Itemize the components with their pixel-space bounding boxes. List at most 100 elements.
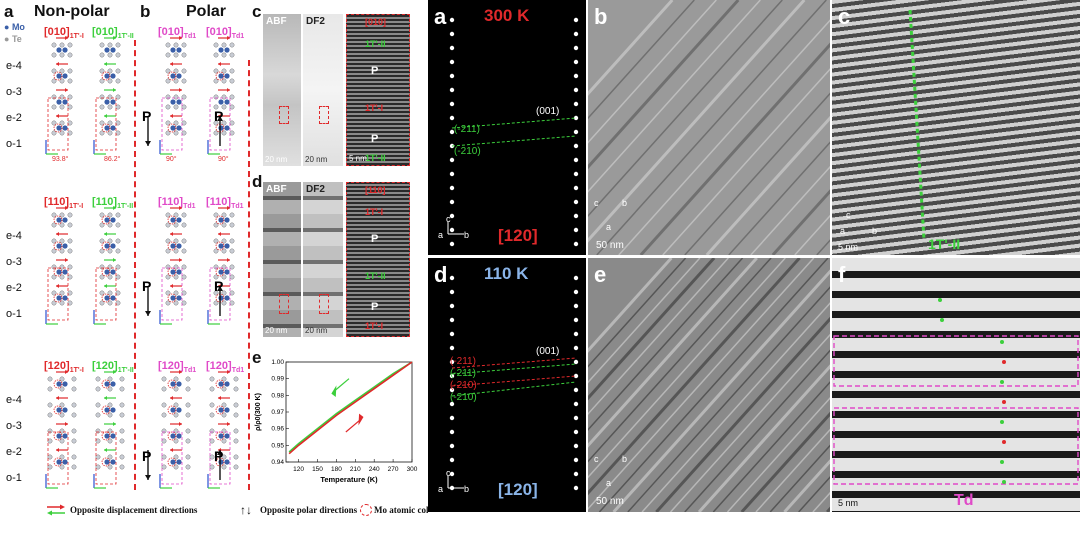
polar-p-label: P <box>142 448 152 464</box>
direction-phase: 1T'-I <box>69 33 84 41</box>
displacement-arrows-icon <box>46 503 66 517</box>
te-atom <box>209 464 215 470</box>
diffraction-spot <box>449 59 455 65</box>
hr-overlay-label: 1T'-I <box>365 103 384 113</box>
mo-atom <box>218 407 224 413</box>
te-atom <box>165 68 171 74</box>
te-atom <box>165 238 171 244</box>
diffraction-spot <box>573 87 579 93</box>
displacement-arrowhead <box>113 370 116 374</box>
te-atom <box>229 264 235 270</box>
panel-label-rc: c <box>838 4 851 29</box>
polar-p-label: P <box>142 278 152 294</box>
hrtem-110k-overlay <box>833 298 1079 485</box>
diffraction-spot <box>449 471 455 477</box>
mo-atom <box>62 243 68 249</box>
panel-label-b: b <box>140 2 151 21</box>
panel-c-abf-scale: 20 nm <box>265 155 288 164</box>
panel-c-df2: DF2 20 nm <box>303 14 343 166</box>
displacement-arrowhead <box>113 258 116 262</box>
mo-atom <box>56 99 62 105</box>
chart-frame <box>285 361 413 463</box>
direction-label-010-2: [010]Td1 <box>158 26 196 40</box>
direction-label-110-2: [110]Td1 <box>158 196 196 210</box>
te-atom <box>233 428 239 434</box>
diffraction-spot <box>573 59 579 65</box>
te-atom <box>59 42 65 48</box>
te-atom <box>229 290 235 296</box>
layer-label: o-3 <box>6 256 22 268</box>
mo-atom <box>170 47 176 53</box>
mo-atom <box>62 73 68 79</box>
direction-phase: 1T'-I <box>69 367 84 375</box>
te-atom <box>185 428 191 434</box>
panel-label-rd: d <box>434 262 448 287</box>
te-atom <box>107 438 113 444</box>
mo-atom <box>56 459 62 465</box>
diffraction-110k: d 110 K [120] (001) (-211) (-211) (-210)… <box>428 258 586 512</box>
te-atom <box>119 464 125 470</box>
direction-label-010-1: [010]1T'-II <box>92 26 134 40</box>
panel-c-df2-box <box>319 106 329 124</box>
mo-atom <box>218 295 224 301</box>
te-atom <box>99 248 105 254</box>
hr-overlay-label: P <box>371 65 379 77</box>
te-atom <box>173 130 179 136</box>
diagonal-stripe <box>588 0 717 144</box>
te-atom <box>185 438 191 444</box>
te-atom <box>59 402 65 408</box>
mo-atom <box>224 407 230 413</box>
scale-f: 5 nm <box>838 498 859 508</box>
te-atom <box>99 222 105 228</box>
te-atom <box>107 300 113 306</box>
mo-atom <box>224 269 230 275</box>
mo-atom <box>224 295 230 301</box>
unit-cell-box <box>209 97 231 151</box>
displacement-arrowhead <box>56 396 59 400</box>
te-atom <box>67 130 73 136</box>
direction-index: [120] <box>44 360 70 372</box>
column-marker <box>940 318 944 322</box>
diagonal-stripe <box>705 115 830 255</box>
mo-atom <box>170 459 176 465</box>
te-atom <box>173 52 179 58</box>
te-atom <box>67 78 73 84</box>
te-atom <box>119 454 125 460</box>
te-atom <box>221 130 227 136</box>
diffraction-spot <box>449 227 455 233</box>
diffraction-spot <box>573 401 579 407</box>
mo-atom <box>170 73 176 79</box>
te-atom <box>99 104 105 110</box>
column-marker <box>1002 360 1006 364</box>
panel-d-df2-scale: 20 nm <box>305 326 328 335</box>
displacement-arrowhead <box>113 36 116 40</box>
te-atom <box>107 222 113 228</box>
y-tick-label: 0.98 <box>271 392 284 399</box>
diffraction-spot <box>573 45 579 51</box>
mo-column-marker <box>53 457 63 467</box>
diagonal-stripe <box>627 286 830 512</box>
direction-label-110-1: [110]1T'-II <box>92 196 133 210</box>
layer-label: o-3 <box>6 420 22 432</box>
mo-atom <box>62 217 68 223</box>
te-atom <box>107 120 113 126</box>
x-tick-label: 210 <box>350 466 361 473</box>
polar-arrowhead <box>217 286 223 291</box>
mo-atom <box>110 217 116 223</box>
te-atom <box>95 376 101 382</box>
mo-column-marker <box>53 123 63 133</box>
axis-c-d: c <box>446 468 451 478</box>
te-atom <box>165 94 171 100</box>
diffraction-spot <box>449 87 455 93</box>
axes-arrows-a <box>447 222 464 235</box>
mo-atom <box>176 295 182 301</box>
te-atom <box>181 42 187 48</box>
te-atom <box>221 464 227 470</box>
mo-atom <box>218 433 224 439</box>
te-atom <box>99 212 105 218</box>
te-atom <box>99 238 105 244</box>
te-atom <box>59 130 65 136</box>
x-tick-label: 270 <box>388 466 399 473</box>
te-atom <box>115 68 121 74</box>
direction-phase: Td1 <box>231 367 245 375</box>
